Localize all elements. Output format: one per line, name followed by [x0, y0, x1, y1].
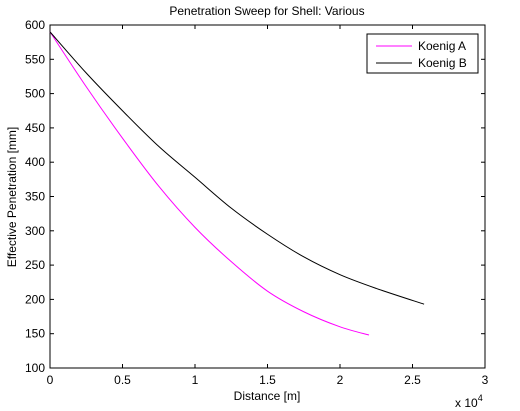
x-tick-label: 3 — [482, 373, 489, 387]
y-tick-label: 400 — [25, 155, 45, 169]
x-tick-label: 1 — [192, 373, 199, 387]
legend: Koenig A Koenig B — [366, 33, 479, 74]
y-tick-label: 500 — [25, 87, 45, 101]
plot-area — [49, 24, 486, 369]
y-tick-label: 350 — [25, 190, 45, 204]
series-layer — [49, 31, 425, 336]
y-tick-label: 300 — [25, 224, 45, 238]
x-tick-label: 0.5 — [114, 373, 131, 387]
y-tick-label: 250 — [25, 258, 45, 272]
y-axis-label: Effective Penetration [mm] — [5, 127, 19, 268]
series-line-koenig-a — [49, 31, 370, 336]
x-tick-label: 1.5 — [259, 373, 276, 387]
y-tick-label: 550 — [25, 52, 45, 66]
chart-title: Penetration Sweep for Shell: Various — [169, 4, 364, 18]
legend-box — [366, 33, 479, 74]
x-axis-exponent-base: x 10 — [455, 396, 478, 410]
x-axis-exponent-power: 4 — [478, 393, 483, 403]
y-axis-ticks: 100 150 200 250 300 350 400 450 500 550 600 — [25, 18, 485, 375]
legend-label-koenig-a: Koenig A — [418, 39, 466, 53]
x-axis-ticks: 0 0.5 1 1.5 2 2.5 3 — [47, 25, 489, 387]
x-tick-label: 2 — [337, 373, 344, 387]
series-line-koenig-b — [49, 31, 425, 305]
y-tick-label: 100 — [25, 361, 45, 375]
x-tick-label: 2.5 — [404, 373, 421, 387]
y-tick-label: 600 — [25, 18, 45, 32]
legend-label-koenig-b: Koenig B — [418, 56, 467, 70]
x-tick-label: 0 — [47, 373, 54, 387]
x-axis-exponent: x 104 — [455, 393, 483, 410]
y-tick-label: 200 — [25, 292, 45, 306]
y-tick-label: 150 — [25, 327, 45, 341]
x-axis-label: Distance [m] — [234, 389, 301, 403]
y-tick-label: 450 — [25, 121, 45, 135]
